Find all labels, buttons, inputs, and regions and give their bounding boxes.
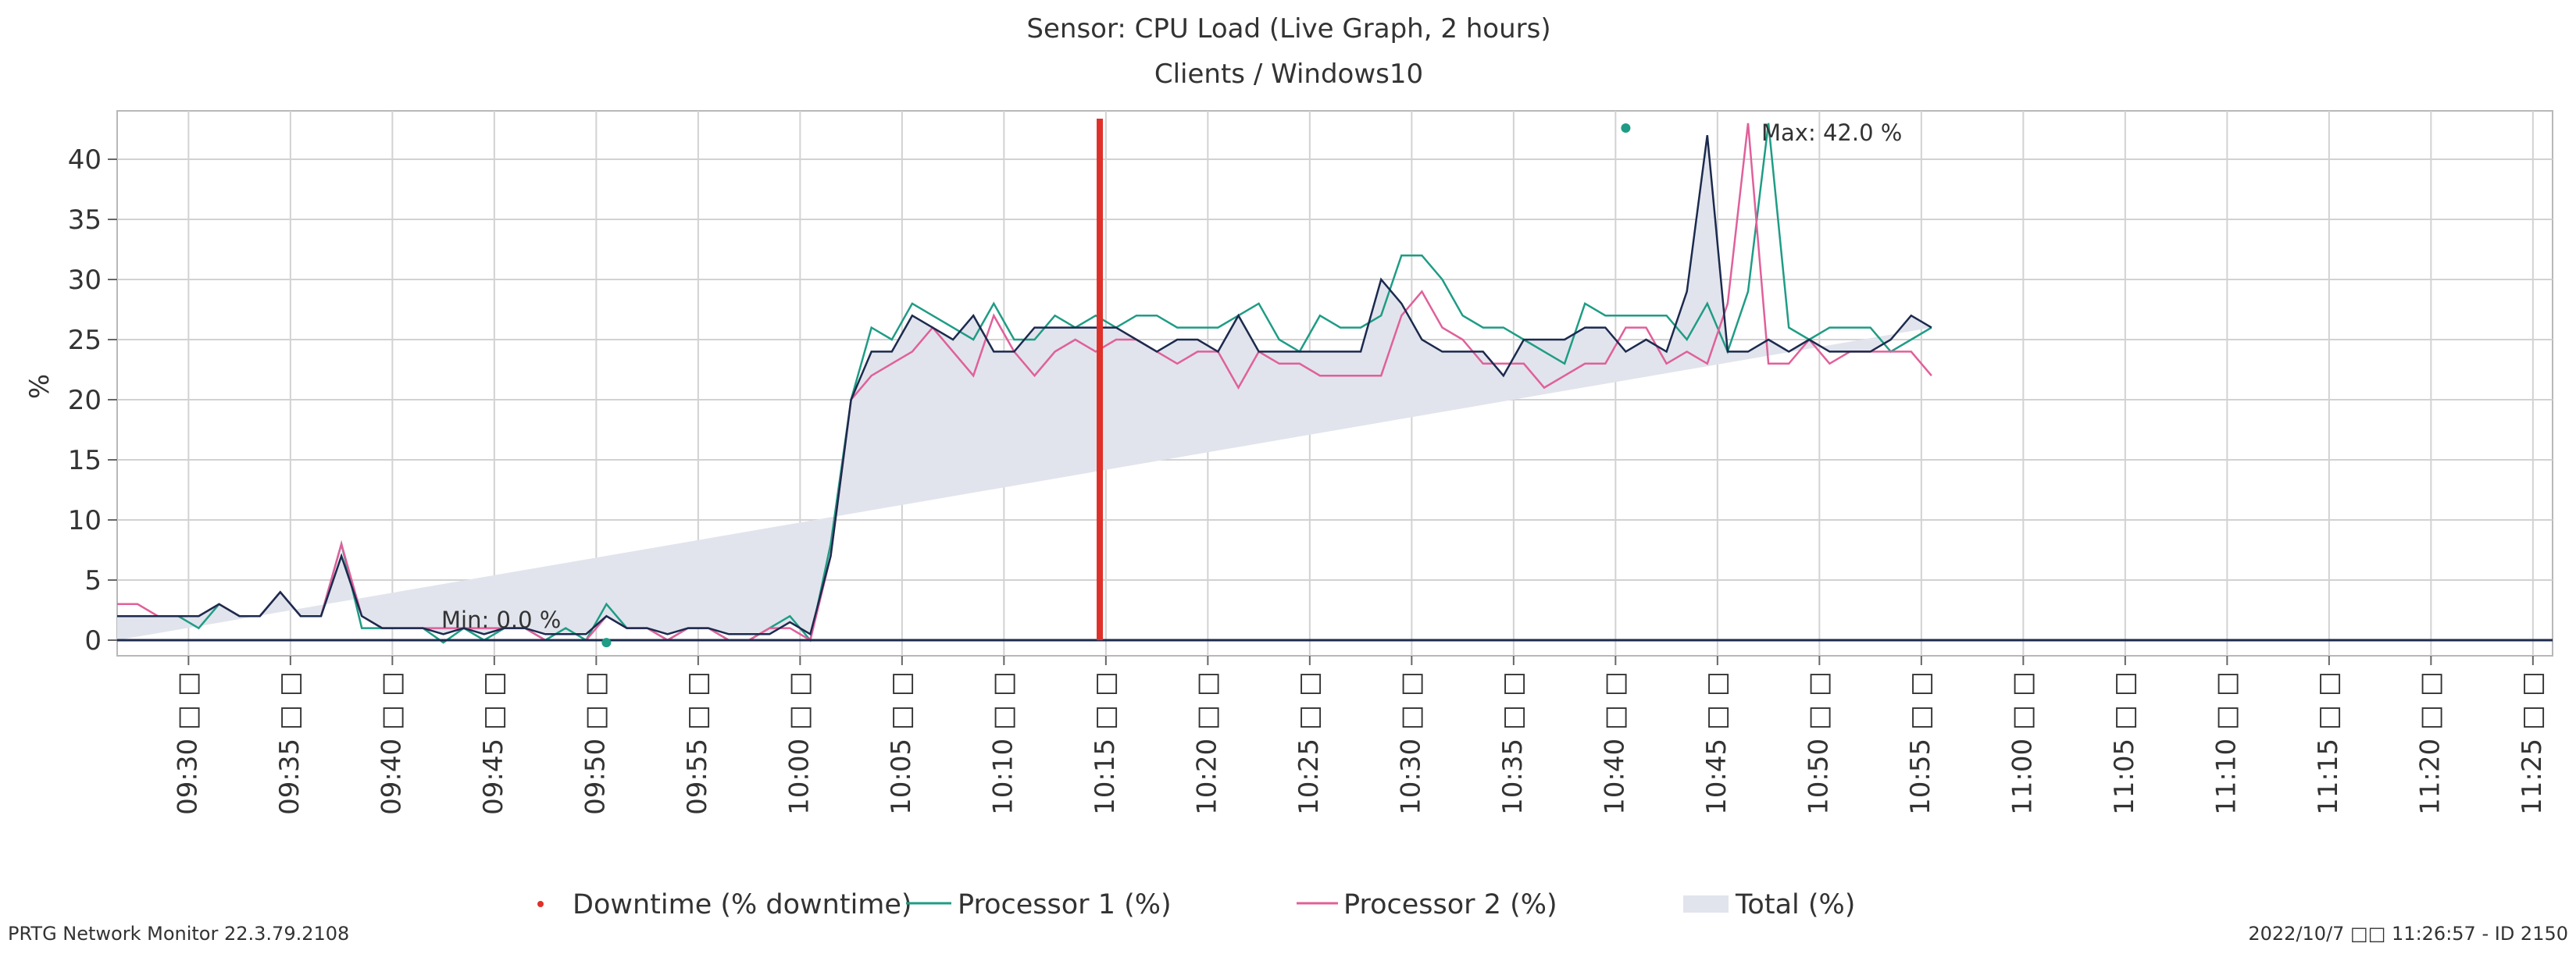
x-tick-label: 10:30 □ □: [1395, 671, 1426, 815]
x-tick-label: 10:05 □ □: [886, 671, 917, 815]
total-legend-swatch: [1683, 895, 1729, 913]
x-tick-label: 10:40 □ □: [1599, 671, 1630, 815]
legend-label-processor-1: Processor 1 (%): [958, 889, 1172, 920]
annotation-layer: Min: 0.0 % Max: 42.0 %: [441, 119, 1902, 633]
max-marker: [1621, 123, 1631, 133]
min-annotation: Min: 0.0 %: [441, 607, 561, 633]
x-tick-label: 09:35 □ □: [274, 671, 305, 815]
downtime-legend-marker: [537, 901, 544, 907]
x-tick-label: 10:15 □ □: [1090, 671, 1121, 815]
y-tick-label: 15: [68, 445, 102, 476]
x-tick-label: 10:55 □ □: [1905, 671, 1936, 815]
y-tick-label: 35: [68, 205, 102, 236]
x-tick-label: 09:45 □ □: [478, 671, 509, 815]
min-marker: [601, 638, 612, 648]
legend-item-total[interactable]: Total (%): [1683, 889, 1855, 920]
x-tick-label: 10:20 □ □: [1191, 671, 1222, 815]
x-tick-label: 09:50 □ □: [580, 671, 611, 815]
legend: Downtime (% downtime) Processor 1 (%) Pr…: [537, 889, 1855, 920]
chart-subtitle: Clients / Windows10: [1154, 59, 1423, 90]
legend-label-downtime: Downtime (% downtime): [573, 889, 912, 920]
x-tick-label: 10:00 □ □: [783, 671, 815, 815]
x-tick-label: 09:40 □ □: [376, 671, 407, 815]
max-annotation: Max: 42.0 %: [1761, 119, 1902, 146]
legend-label-processor-2: Processor 2 (%): [1343, 889, 1557, 920]
x-tick-label: 11:15 □ □: [2313, 671, 2344, 815]
x-tick-label: 10:35 □ □: [1497, 671, 1529, 815]
y-tick-label: 30: [68, 265, 102, 296]
x-tick-label: 10:50 □ □: [1803, 671, 1834, 815]
x-tick-label: 11:20 □ □: [2414, 671, 2446, 815]
chart-title: Sensor: CPU Load (Live Graph, 2 hours): [1026, 13, 1550, 44]
y-axis-label: %: [24, 374, 55, 399]
x-tick-label: 10:25 □ □: [1293, 671, 1325, 815]
footer-left: PRTG Network Monitor 22.3.79.2108: [8, 923, 349, 945]
x-tick-label: 11:05 □ □: [2109, 671, 2140, 815]
legend-item-downtime[interactable]: Downtime (% downtime): [537, 889, 912, 920]
x-tick-label: 10:10 □ □: [987, 671, 1019, 815]
y-tick-label: 25: [68, 325, 102, 356]
x-tick-label: 11:00 □ □: [2007, 671, 2038, 815]
x-tick-label: 10:45 □ □: [1701, 671, 1732, 815]
legend-item-processor-2[interactable]: Processor 2 (%): [1297, 889, 1557, 920]
y-tick-label: 0: [84, 625, 102, 657]
x-tick-label: 09:55 □ □: [682, 671, 713, 815]
x-tick-label: 11:25 □ □: [2517, 671, 2548, 815]
y-tick-label: 5: [84, 565, 102, 596]
total-area: [117, 135, 1932, 640]
y-tick-label: 20: [68, 385, 102, 416]
footer-right: 2022/10/7 □□ 11:26:57 - ID 2150: [2248, 923, 2568, 945]
x-tick-label: 09:30 □ □: [172, 671, 203, 815]
total-line: [117, 135, 1932, 636]
series-layer: [117, 119, 2553, 648]
axis-layer: 0 5 10 15 20 25 30 35 40 09:30 □ □ 09:35 □ □ 09:40 …: [68, 144, 2548, 815]
y-tick-label: 40: [68, 144, 102, 176]
y-tick-label: 10: [68, 505, 102, 536]
legend-label-total: Total (%): [1735, 889, 1855, 920]
legend-item-processor-1[interactable]: Processor 1 (%): [906, 889, 1172, 920]
x-tick-label: 11:10 □ □: [2210, 671, 2242, 815]
